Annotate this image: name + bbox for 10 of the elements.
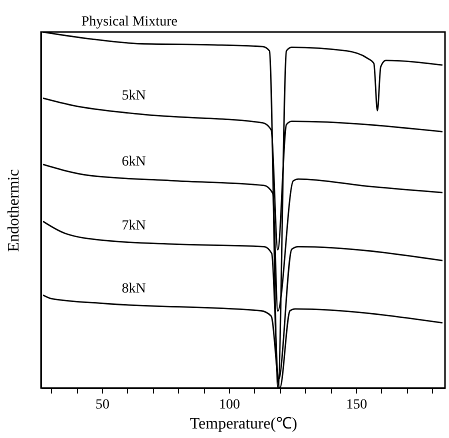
series-label: 8kN xyxy=(122,281,146,296)
x-tick-label: 100 xyxy=(219,398,240,412)
series-label: 7kN xyxy=(122,218,146,234)
series-label: Physical Mixture xyxy=(81,14,178,30)
y-axis-title: Endothermic xyxy=(6,169,22,252)
x-tick-label: 150 xyxy=(346,398,368,412)
x-tick-label: 50 xyxy=(95,398,110,412)
x-axis-title: Temperature(℃) xyxy=(190,416,298,432)
series-label: 6kN xyxy=(122,154,146,170)
series-label: 5kN xyxy=(122,88,146,104)
